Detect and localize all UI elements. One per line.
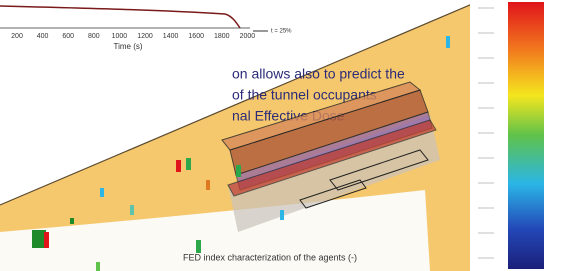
- colorbar-caption: FED index characterization of the agents…: [183, 252, 357, 262]
- screenshot: t = 25% Time (s) 200 400 600 800 1000 1200 140…: [0, 0, 561, 271]
- x-tick-label: 2000: [240, 33, 256, 40]
- x-tick-label: 200: [11, 33, 23, 40]
- x-tick-label: 1000: [112, 33, 128, 40]
- x-tick-label: 600: [62, 33, 74, 40]
- colorbar: [508, 2, 544, 269]
- x-tick-label: 1200: [137, 33, 153, 40]
- x-tick-label: 1600: [188, 33, 204, 40]
- x-axis-label: Time (s): [113, 42, 142, 51]
- caption-line: on allows also to predict the: [232, 66, 405, 82]
- x-tick-label: 800: [88, 33, 100, 40]
- x-tick-label: 1400: [163, 33, 179, 40]
- colorbar-labels-area: [470, 0, 508, 271]
- legend-label: t = 25%: [271, 29, 292, 35]
- x-tick-label: 1800: [214, 33, 230, 40]
- x-tick-label: 400: [37, 33, 49, 40]
